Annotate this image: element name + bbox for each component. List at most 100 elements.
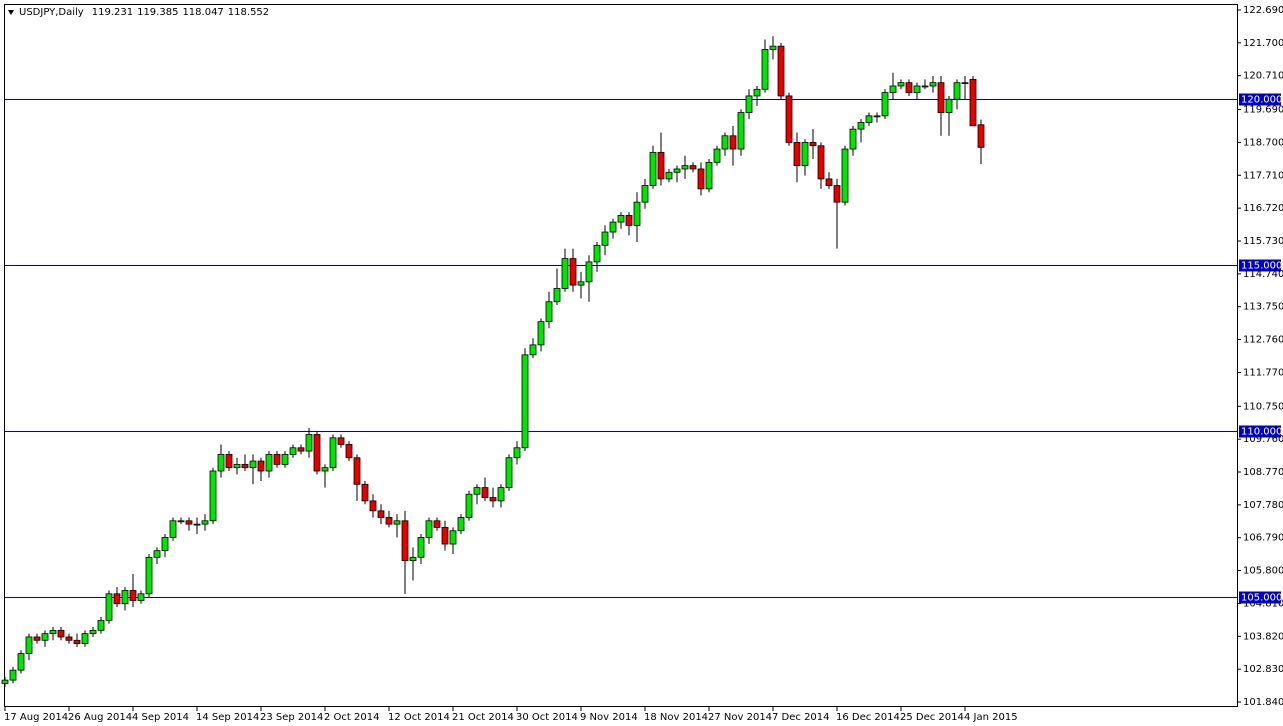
candle-body: [425, 520, 433, 538]
level-label: 110.000: [1241, 427, 1282, 438]
candle-body: [33, 636, 41, 641]
x-tick-label: 12 Oct 2014: [388, 712, 450, 723]
candle-body: [857, 122, 865, 130]
candle-body: [753, 88, 761, 97]
level-label-box: [1239, 425, 1281, 438]
y-tick-label: 109.760: [1243, 434, 1283, 445]
x-tick-label: 2 Oct 2014: [324, 712, 379, 723]
x-tick-label: 18 Nov 2014: [644, 712, 708, 723]
x-tick-label: 17 Aug 2014: [4, 712, 68, 723]
candle-body: [81, 633, 89, 645]
candle-body: [809, 142, 817, 147]
candle-body: [97, 619, 105, 631]
header-high: 119.385: [137, 7, 178, 18]
candle-body: [321, 467, 329, 472]
x-tick-label: 25 Dec 2014: [900, 712, 964, 723]
level-label: 115.000: [1241, 261, 1282, 272]
candle-body: [609, 221, 617, 233]
candle-body: [841, 148, 849, 203]
x-tick-label: 21 Oct 2014: [452, 712, 514, 723]
y-tick-label: 114.740: [1243, 269, 1283, 280]
candle-body: [1, 679, 9, 684]
candle-body: [137, 593, 145, 601]
candle-body: [73, 639, 81, 645]
x-tick-label: 26 Aug 2014: [68, 712, 132, 723]
candle-body: [817, 145, 825, 180]
candle-body: [953, 82, 961, 100]
candle-body: [217, 454, 225, 472]
candle-body: [633, 201, 641, 226]
candle-body: [49, 629, 57, 635]
candle-body: [313, 434, 321, 472]
candle-body: [177, 520, 185, 523]
candle-body: [881, 92, 889, 117]
candle-body: [353, 457, 361, 485]
candle-body: [377, 510, 385, 518]
candle-body: [745, 95, 753, 113]
y-tick-label: 112.760: [1243, 335, 1283, 346]
candle-body: [201, 520, 209, 525]
candle-body: [161, 536, 169, 552]
candle-body: [513, 447, 521, 459]
candle-body: [17, 653, 25, 671]
candle-body: [889, 85, 897, 94]
y-tick-label: 105.800: [1243, 566, 1283, 577]
candle-body: [105, 593, 113, 621]
x-tick-label: 9 Nov 2014: [580, 712, 638, 723]
candle-body: [385, 517, 393, 525]
candle-body: [241, 463, 249, 469]
candle-body: [505, 457, 513, 489]
y-tick-label: 101.840: [1243, 697, 1283, 708]
y-tick-label: 119.690: [1243, 105, 1283, 116]
candle-body: [945, 98, 953, 113]
candle-body: [977, 124, 985, 148]
y-tick-label: 115.730: [1243, 236, 1283, 247]
candle-body: [865, 115, 873, 123]
candle-body: [657, 151, 665, 180]
candle-body: [193, 523, 201, 526]
candle-body: [705, 161, 713, 190]
plot-frame: [4, 4, 1238, 707]
candle-body: [521, 354, 529, 449]
candle-body: [457, 517, 465, 532]
y-tick-label: 106.790: [1243, 533, 1283, 544]
x-tick-label: 7 Dec 2014: [772, 712, 830, 723]
candle-body: [825, 178, 833, 186]
candle-body: [969, 78, 977, 127]
candle-body: [641, 185, 649, 203]
level-label-box: [1239, 591, 1281, 604]
candle-body: [585, 261, 593, 283]
candle-body: [361, 483, 369, 502]
candle-body: [569, 258, 577, 286]
candle-body: [169, 520, 177, 538]
candle-body: [665, 171, 673, 180]
candle-body: [185, 520, 193, 525]
candle-body: [593, 244, 601, 263]
candle-body: [649, 151, 657, 186]
x-tick-label: 27 Nov 2014: [708, 712, 772, 723]
level-label: 105.000: [1241, 593, 1282, 604]
candle-body: [449, 530, 457, 545]
candle-body: [721, 135, 729, 150]
candle-body: [545, 301, 553, 323]
candle-body: [961, 82, 969, 85]
candle-body: [601, 231, 609, 246]
candle-body: [465, 493, 473, 518]
x-tick-label: 4 Jan 2015: [964, 712, 1018, 723]
candle-body: [625, 215, 633, 226]
candle-body: [369, 500, 377, 512]
x-tick-label: 16 Dec 2014: [836, 712, 900, 723]
candle-body: [9, 669, 17, 681]
candle-body: [777, 45, 785, 97]
candle-body: [25, 636, 33, 654]
y-tick-label: 102.830: [1243, 664, 1283, 675]
candle-body: [769, 45, 777, 50]
candle-body: [129, 590, 137, 601]
candle-body: [89, 629, 97, 635]
candle-body: [537, 321, 545, 346]
candle-body: [553, 288, 561, 303]
candle-body: [417, 536, 425, 558]
candle-body: [121, 590, 129, 605]
y-tick-label: 121.700: [1243, 38, 1283, 49]
